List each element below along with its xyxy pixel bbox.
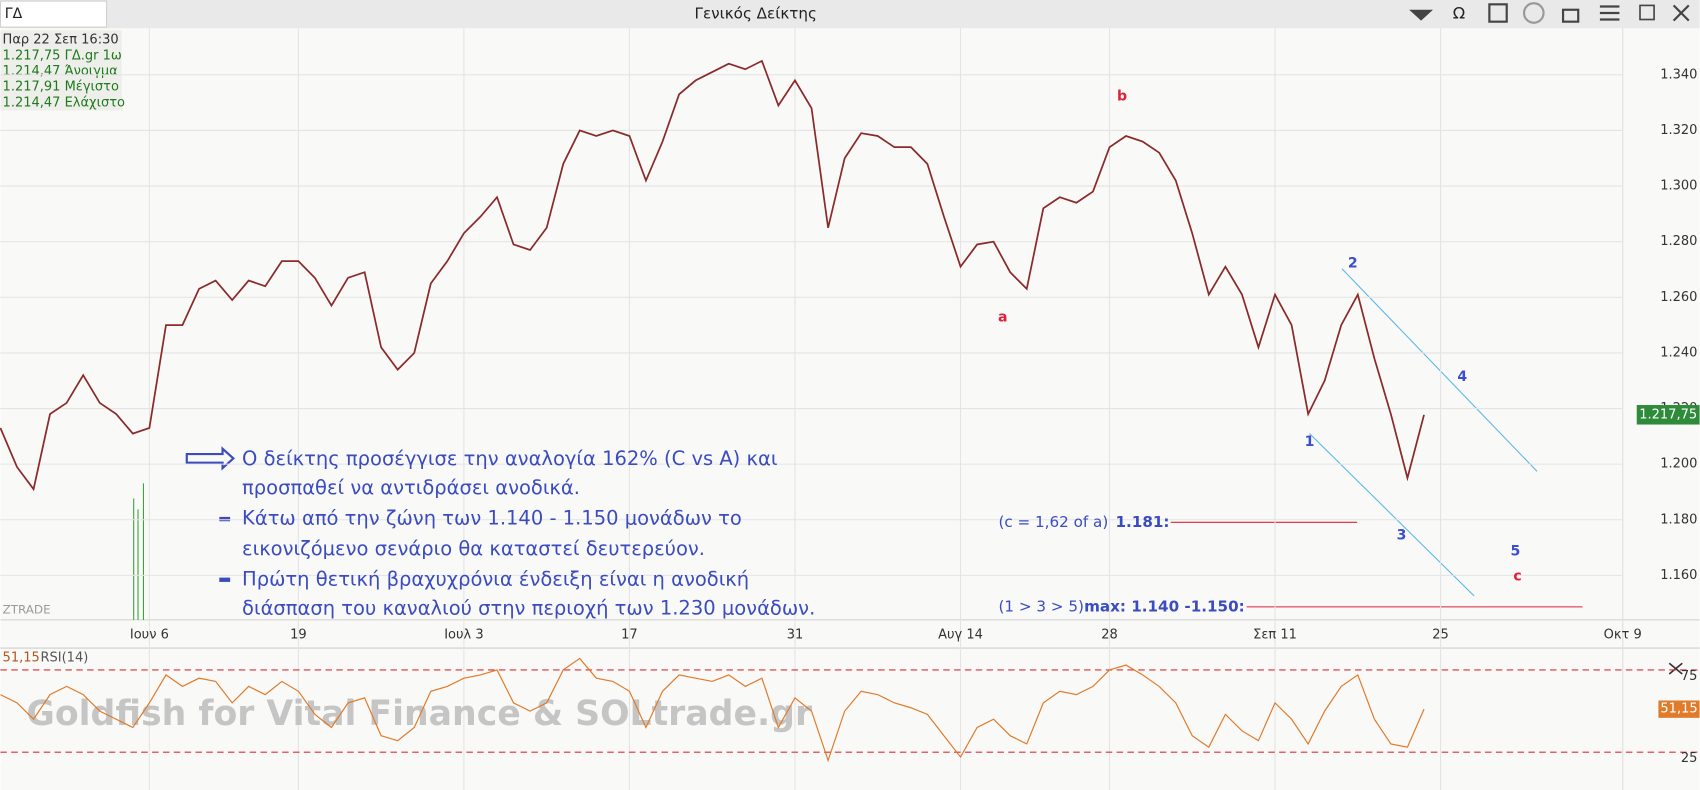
wave-label: a — [998, 310, 1008, 326]
level-value: max: 1.140 -1.150: — [1084, 597, 1245, 615]
y-tick-label: 1.180 — [1660, 512, 1697, 527]
note-line: Ο δείκτης προσέγγισε την αναλογία 162% (… — [242, 447, 777, 470]
info-line: 1.217,75 ΓΔ.gr 1ω — [3, 48, 122, 63]
x-tick-label: Αυγ 14 — [938, 628, 983, 643]
x-tick-label: 31 — [787, 628, 804, 643]
watermark: ZTRADE — [3, 603, 51, 617]
y-tick-label: 1.340 — [1660, 67, 1697, 82]
price-tag — [1636, 405, 1700, 425]
omega-icon[interactable]: Ω — [1453, 4, 1465, 23]
bullet — [219, 577, 231, 582]
info-line: Παρ 22 Σεπ 16:30 — [3, 33, 119, 48]
volume-bars — [133, 483, 144, 620]
x-tick-label: 25 — [1432, 628, 1449, 643]
symbol: ΓΔ — [5, 6, 23, 22]
channel-line — [1309, 433, 1475, 597]
note-line: Κάτω από την ζώνη των 1.140 - 1.150 μονά… — [242, 507, 742, 530]
y-tick-label: 1.300 — [1660, 179, 1697, 194]
price-line — [0, 59, 1425, 492]
bullet — [219, 516, 231, 522]
rsi-line — [0, 657, 1425, 763]
x-tick-label: 28 — [1101, 628, 1118, 643]
y-tick-label: 25 — [1681, 751, 1698, 766]
wave-label: c — [1513, 569, 1521, 585]
restore-icon[interactable] — [1639, 4, 1655, 21]
y-tick-label: 75 — [1681, 669, 1698, 684]
note-line: διάσπαση του καναλιού στην περιοχή των 1… — [242, 597, 815, 620]
symbol-box[interactable] — [0, 0, 108, 28]
y-tick-label: 1.240 — [1660, 345, 1697, 360]
note-line: εικονιζόμενο σενάριο θα καταστεί δευτερε… — [242, 537, 705, 560]
price-tag-label: 1.217,75 — [1639, 407, 1697, 422]
rsi-value: 51,15 — [3, 650, 40, 665]
note-line: Πρώτη θετική βραχυχρόνια ένδειξη είναι η… — [242, 567, 749, 590]
level-text: (1 > 3 > 5) — [998, 597, 1083, 615]
x-tick-label: Ιουν 6 — [130, 628, 169, 643]
level-value: 1.181: — [1116, 513, 1170, 531]
menu-icon[interactable] — [1599, 5, 1620, 21]
info-line: 1.214,47 Ελάχιστο — [3, 95, 125, 110]
rsi-title: RSI(14) — [40, 650, 88, 665]
x-tick-label: Ιουλ 3 — [444, 628, 483, 643]
info-line: 1.214,47 Άνοιγμα — [3, 64, 118, 79]
y-tick-label: 1.200 — [1660, 457, 1697, 472]
y-tick-label: 1.260 — [1660, 290, 1697, 305]
close-panel[interactable] — [1668, 662, 1683, 675]
wave-label: 3 — [1397, 527, 1407, 543]
header-title: Γενικός Δείκτης — [695, 5, 817, 23]
y-tick-label: 1.320 — [1660, 123, 1697, 138]
dropdown-icon[interactable] — [1409, 9, 1434, 21]
x-tick-label: Σεπ 11 — [1253, 628, 1297, 643]
layout-icon[interactable] — [1488, 3, 1508, 23]
rsi-tag-label: 51,15 — [1660, 702, 1697, 717]
info-box — [0, 30, 122, 111]
level-text: (c = 1,62 of a) — [998, 513, 1108, 531]
info-line: 1.217,91 Μέγιστο — [3, 80, 119, 95]
wave-label: b — [1117, 88, 1127, 104]
y-tick-label: 1.280 — [1660, 234, 1697, 249]
rsi-tag — [1658, 700, 1700, 718]
header-bar — [0, 0, 1700, 29]
quote-icon[interactable] — [1522, 2, 1545, 24]
x-tick-label: 19 — [290, 628, 307, 643]
note-line: προσπαθεί να αντιδράσει ανοδικά. — [242, 476, 580, 499]
wave-label: 1 — [1305, 434, 1315, 450]
x-tick-label: Οκτ 9 — [1604, 628, 1642, 643]
wave-label: 4 — [1457, 369, 1467, 385]
x-tick-label: 17 — [621, 628, 638, 643]
y-tick-label: 1.160 — [1660, 568, 1697, 583]
channel-line — [1341, 268, 1538, 472]
close-icon[interactable] — [1672, 4, 1690, 22]
wave-label: 5 — [1510, 544, 1520, 560]
watermark: Goldfish for Vital Finance & SOLtrade.gr — [26, 694, 812, 734]
arrow — [185, 446, 236, 471]
lock-icon[interactable] — [1561, 8, 1580, 23]
wave-label: 2 — [1348, 255, 1358, 271]
